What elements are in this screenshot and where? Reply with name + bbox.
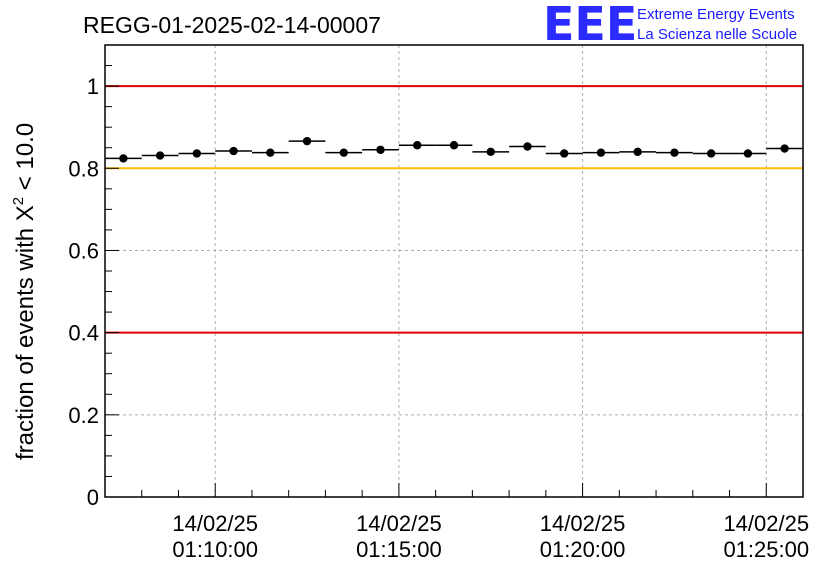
data-point [596, 148, 606, 157]
x-tick-label-date: 14/02/25 [723, 511, 809, 536]
x-tick-label-date: 14/02/25 [356, 511, 442, 536]
data-points [105, 136, 803, 163]
data-point [155, 151, 165, 160]
y-tick-label: 0.4 [68, 321, 99, 346]
eee-logo-line1: Extreme Energy Events [637, 6, 795, 23]
data-point [192, 149, 202, 158]
data-point [376, 145, 385, 154]
x-tick-label-time: 01:10:00 [172, 537, 258, 562]
y-tick-label: 0.2 [68, 403, 99, 428]
grid [105, 45, 803, 497]
reference-lines [105, 85, 803, 334]
data-point [633, 147, 642, 157]
x-tick-label-time: 01:15:00 [356, 537, 442, 562]
eee-logo-letters: EEE [543, 0, 637, 51]
y-axis-label: fraction of events with X2 < 10.0 [10, 123, 39, 460]
data-point [706, 149, 716, 158]
eee-logo: EEE Extreme Energy Events La Scienza nel… [543, 0, 797, 51]
data-point [560, 149, 569, 158]
x-tick-label-time: 01:25:00 [723, 537, 809, 562]
x-tick-label-time: 01:20:00 [540, 537, 626, 562]
y-tick-label: 1 [87, 74, 99, 99]
data-point [486, 147, 495, 157]
data-point [302, 136, 312, 146]
x-tick-label-date: 14/02/25 [172, 511, 258, 536]
data-point [119, 154, 128, 163]
data-point [339, 148, 348, 157]
chart-title: REGG-01-2025-02-14-00007 [83, 12, 381, 38]
data-point [743, 149, 753, 158]
y-tick-label: 0.8 [68, 156, 99, 181]
data-point [670, 148, 679, 157]
data-point [523, 142, 532, 151]
data-point [266, 148, 275, 157]
axes: 00.20.40.60.8114/02/2501:10:0014/02/2501… [68, 44, 809, 562]
data-point [780, 144, 789, 153]
plot-frame [104, 44, 804, 498]
data-point [229, 146, 238, 156]
data-point [449, 141, 459, 150]
data-point [413, 141, 422, 150]
y-tick-label: 0.6 [68, 238, 99, 263]
y-tick-label: 0 [87, 485, 99, 510]
eee-logo-line2: La Scienza nelle Scuole [637, 26, 797, 43]
x-tick-label-date: 14/02/25 [540, 511, 626, 536]
